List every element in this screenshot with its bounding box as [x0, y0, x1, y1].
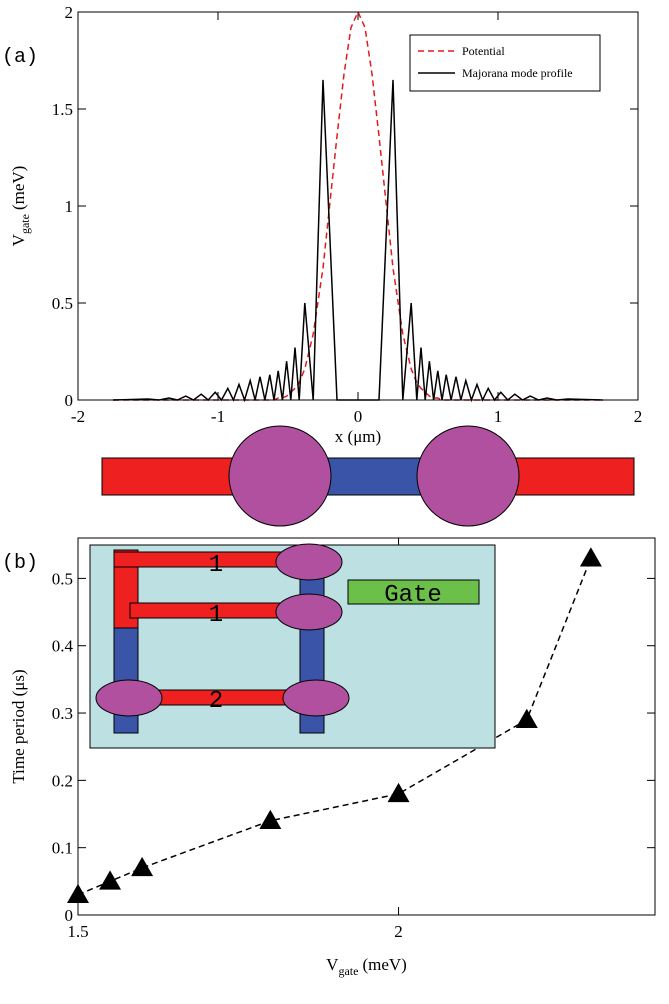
y-tick-label: 0.5 [52, 569, 73, 588]
inset-label: 2 [209, 688, 223, 715]
legend-box [409, 34, 601, 92]
x-tick-label: 1 [494, 407, 503, 426]
x-tick-label: 0 [354, 407, 363, 426]
wire-blue [317, 457, 429, 496]
inset-blob [282, 679, 350, 717]
y-tick-label: 0.5 [52, 294, 73, 313]
panel-label: (a) [2, 46, 38, 69]
inset-blob [275, 593, 343, 631]
triangle-marker [579, 547, 602, 567]
y-tick-label: 1 [65, 197, 74, 216]
triangle-marker [259, 809, 282, 829]
panel-label: (b) [2, 552, 38, 575]
y-tick-label: 1.5 [52, 100, 73, 119]
legend-label: Majorana mode profile [462, 66, 573, 80]
gate-box [347, 579, 480, 605]
x-tick-label: 2 [634, 407, 643, 426]
x-tick-label: 2 [394, 922, 403, 941]
axis-label: Vgate (meV) [9, 166, 32, 247]
majorana-blob [228, 425, 332, 527]
gate-label: Gate [384, 582, 442, 609]
triangle-marker [99, 870, 122, 890]
axis-label: x (μm) [335, 427, 381, 446]
inset-blob [95, 679, 163, 717]
axis-label-main: V [326, 955, 339, 974]
chart: -2 -1 0 1 2 0 0.5 1 1.5 2 (a) Potential Majorana mod… [2, 3, 642, 426]
axis-label-unit: (meV) [362, 955, 406, 974]
x-tick-label: 1.5 [67, 922, 88, 941]
plot-frame [77, 537, 656, 916]
plot-frame [77, 11, 639, 401]
triangle-marker [131, 856, 154, 877]
inset: 1 1 2 Gate [89, 543, 496, 749]
axis-label-sub: gate [18, 214, 32, 234]
inset-label: 1 [209, 552, 223, 579]
y-tick-label: 0.4 [52, 637, 74, 656]
wire-schematic [101, 425, 635, 527]
y-tick-label: 0.1 [52, 839, 73, 858]
axis-label: Vgate (meV) [326, 955, 407, 978]
axis-label-unit: (meV) [9, 166, 28, 210]
y-tick-label: 0.2 [52, 771, 73, 790]
legend-label: Potential [462, 44, 505, 58]
axis-label: Time period (μs) [9, 669, 28, 783]
axis-label-sub: gate [338, 964, 358, 978]
y-tick-label: 0 [65, 906, 74, 925]
series-line [112, 79, 604, 403]
inset-label: 1 [209, 602, 223, 629]
x-tick-label: -2 [71, 407, 85, 426]
majorana-blob [416, 425, 520, 527]
y-tick-label: 2 [65, 3, 74, 22]
triangle-marker [387, 782, 410, 803]
y-tick-label: 0.3 [52, 704, 73, 723]
chart: 1.5 2 0 0.1 0.2 0.3 0.4 0.5 (b) [2, 537, 656, 941]
y-tick-label: 0 [65, 391, 74, 410]
triangle-marker [515, 708, 538, 729]
x-tick-label: -1 [211, 407, 225, 426]
axis-label-main: V [9, 233, 28, 246]
inset-background [89, 544, 496, 749]
inset-blob [275, 543, 343, 581]
